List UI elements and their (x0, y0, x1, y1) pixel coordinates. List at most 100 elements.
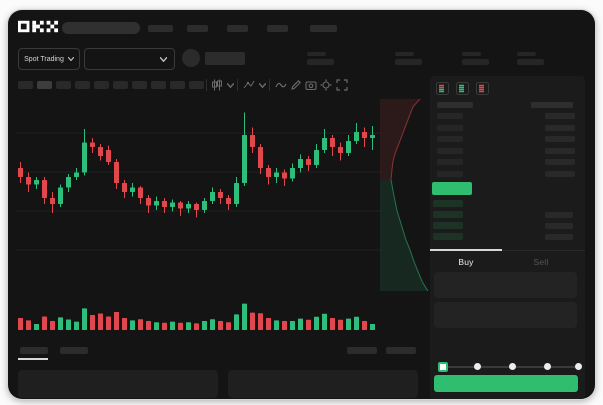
last-price-badge[interactable] (432, 182, 472, 195)
bid-row-amount[interactable] (545, 234, 573, 240)
bid-row-price[interactable] (433, 200, 463, 207)
ask-row-price[interactable] (437, 124, 463, 131)
book-asks-only-icon[interactable] (476, 82, 489, 95)
pair-selector-dropdown[interactable] (84, 48, 175, 70)
search-input[interactable] (62, 22, 140, 34)
tab-sell[interactable]: Sell (533, 257, 549, 267)
volume-bar (146, 321, 151, 330)
candlestick (370, 135, 375, 138)
bottom-tab-orders[interactable] (20, 347, 48, 354)
amount-input[interactable] (434, 302, 577, 328)
ticker-stat-value (517, 59, 544, 65)
ask-row-amount[interactable] (545, 136, 575, 142)
volume-bar (322, 313, 327, 330)
timeframe-button-2[interactable] (37, 81, 52, 89)
nav-item-4[interactable] (267, 25, 288, 32)
ask-row-price[interactable] (437, 136, 463, 142)
timeframe-button-9[interactable] (170, 81, 185, 89)
bid-row-amount[interactable] (545, 212, 573, 218)
bottom-right-tab-2[interactable] (386, 347, 416, 354)
market-type-dropdown[interactable]: Spot Trading (18, 48, 80, 70)
candlestick (338, 147, 343, 153)
chevron-down-icon[interactable] (259, 83, 266, 88)
bid-row-price[interactable] (433, 233, 463, 240)
candlestick (210, 192, 215, 201)
volume-bar (258, 313, 263, 330)
volume-bar (274, 320, 279, 330)
slider-stop[interactable] (575, 363, 582, 370)
draw-pencil-icon[interactable] (290, 79, 302, 91)
bottom-panel-right (228, 370, 418, 398)
volume-bar (130, 320, 135, 330)
ask-row-amount[interactable] (545, 159, 575, 165)
slider-stop[interactable] (509, 363, 516, 370)
slider-handle[interactable] (438, 362, 448, 372)
nav-item-2[interactable] (187, 25, 208, 32)
amount-slider-track[interactable] (438, 366, 578, 368)
bid-row-price[interactable] (433, 211, 463, 218)
volume-bar (154, 322, 159, 330)
candlestick (234, 183, 239, 204)
volume-bar (34, 324, 39, 330)
indicator-wave-icon[interactable] (275, 80, 287, 90)
volume-bar (226, 322, 231, 330)
ask-row-amount[interactable] (545, 113, 575, 119)
slider-stop[interactable] (474, 363, 481, 370)
candlestick (282, 172, 287, 179)
nav-item-1[interactable] (148, 25, 173, 32)
bid-row-price[interactable] (433, 222, 463, 229)
candlestick (258, 147, 263, 168)
volume-bar (210, 319, 215, 330)
bottom-tab-history[interactable] (60, 347, 88, 354)
buy-submit-button[interactable] (434, 375, 578, 392)
timeframe-button-4[interactable] (75, 81, 90, 89)
candle-style-icon[interactable] (211, 79, 223, 91)
volume-bar (42, 316, 47, 330)
timeframe-button-10[interactable] (189, 81, 204, 89)
timeframe-button-8[interactable] (151, 81, 166, 89)
ask-row-amount[interactable] (545, 124, 575, 131)
bid-row-amount[interactable] (545, 223, 573, 229)
tab-buy[interactable]: Buy (458, 257, 474, 267)
ask-row-amount[interactable] (545, 170, 575, 177)
settings-gear-icon[interactable] (320, 79, 332, 91)
bottom-right-tab-1[interactable] (347, 347, 377, 354)
ask-row-amount[interactable] (545, 147, 575, 154)
volume-bar (202, 321, 207, 330)
ask-row-price[interactable] (437, 170, 463, 177)
nav-item-3[interactable] (227, 25, 248, 32)
candlestick (226, 198, 231, 204)
ticker-stat-value (462, 59, 489, 65)
okx-logo[interactable] (18, 19, 58, 34)
ask-row-price[interactable] (437, 159, 463, 165)
slider-stop[interactable] (544, 363, 551, 370)
candlestick (330, 138, 335, 147)
candlestick (178, 202, 183, 209)
ask-row-price[interactable] (437, 113, 463, 119)
volume-bar (290, 321, 295, 330)
book-combined-icon[interactable] (436, 82, 449, 95)
book-bids-only-icon[interactable] (456, 82, 469, 95)
volume-bar (370, 324, 375, 330)
candlestick (74, 172, 79, 177)
overlay-picker-icon[interactable] (243, 79, 255, 91)
okx-app-window: Spot Trading (8, 10, 595, 399)
nav-item-5[interactable] (310, 25, 337, 32)
timeframe-button-7[interactable] (132, 81, 147, 89)
volume-bar (314, 316, 319, 330)
candlestick (130, 187, 135, 192)
price-input[interactable] (434, 272, 577, 298)
timeframe-button-5[interactable] (94, 81, 109, 89)
candlestick (122, 183, 127, 192)
camera-snapshot-icon[interactable] (305, 79, 317, 91)
candlestick (162, 201, 167, 207)
candlestick (90, 142, 95, 147)
timeframe-button-3[interactable] (56, 81, 71, 89)
ask-row-price[interactable] (437, 147, 463, 154)
chevron-down-icon[interactable] (227, 83, 234, 88)
candlestick (242, 135, 247, 183)
candlestick-chart[interactable] (16, 96, 382, 296)
fullscreen-expand-icon[interactable] (336, 79, 348, 91)
timeframe-button-1[interactable] (18, 81, 33, 89)
timeframe-button-6[interactable] (113, 81, 128, 89)
